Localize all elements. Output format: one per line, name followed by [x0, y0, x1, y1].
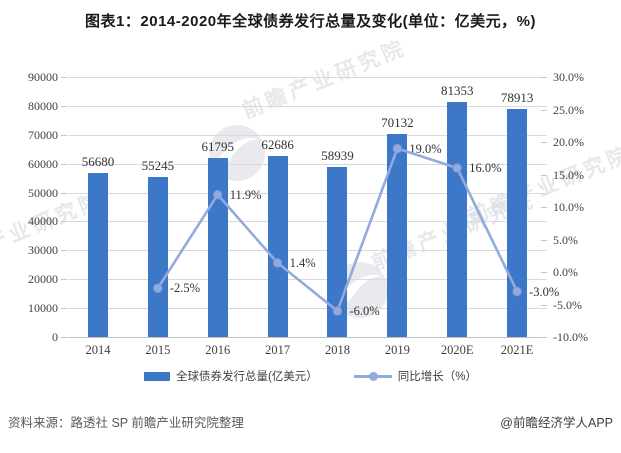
gridline — [68, 192, 547, 194]
x-axis-label: 2021E — [500, 343, 534, 357]
right-axis-tick-label: 10.0% — [553, 200, 584, 214]
x-axis-label: 2019 — [384, 343, 410, 357]
gridline — [68, 221, 547, 223]
right-axis-tick — [541, 142, 547, 143]
line-series-marker-icon — [353, 371, 392, 381]
bar-value-label: 81353 — [440, 82, 474, 98]
left-axis-tick — [61, 134, 67, 136]
line-point-label: 11.9% — [229, 187, 262, 202]
right-axis-tick-label: -5.0% — [553, 297, 582, 312]
bar-series-swatch-icon — [143, 371, 170, 381]
right-axis-tick — [541, 174, 547, 176]
bar-value-label: 55245 — [141, 158, 175, 174]
left-axis-tick — [61, 221, 67, 223]
right-axis-tick — [541, 304, 547, 306]
bar-2019 — [387, 134, 408, 337]
gridline — [68, 279, 547, 281]
left-axis-tick-label: 20000 — [28, 272, 58, 287]
x-axis-label: 2018 — [324, 343, 350, 357]
x-axis-label: 2017 — [265, 343, 291, 357]
right-axis-tick — [541, 77, 547, 78]
right-axis-tick — [541, 239, 547, 241]
bar-value-label: 78913 — [500, 90, 534, 106]
left-axis-tick — [61, 250, 67, 252]
left-axis-tick-label: 90000 — [28, 70, 58, 84]
left-axis-tick — [61, 163, 67, 165]
bar-2021E — [507, 109, 528, 337]
bar-2015 — [147, 177, 168, 337]
left-axis-tick-label: 40000 — [28, 214, 58, 229]
left-axis-tick-label: 70000 — [28, 127, 58, 142]
left-axis-tick — [61, 105, 67, 107]
bar-value-label: 58939 — [321, 147, 354, 163]
line-point-label: -6.0% — [349, 304, 380, 318]
left-axis-tick — [61, 337, 67, 338]
left-axis-tick — [61, 308, 67, 310]
x-axis-label: 2020E — [440, 343, 474, 357]
left-axis-tick-label: 80000 — [28, 98, 58, 113]
line-point-label: 16.0% — [469, 161, 502, 175]
right-axis-tick-label: 0.0% — [553, 265, 578, 279]
chart-title: 图表1：2014-2020年全球债券发行总量及变化(单位：亿美元，%) — [85, 13, 536, 30]
gridline — [68, 250, 547, 252]
legend-bar-label: 全球债券发行总量(亿美元） — [175, 371, 318, 383]
bar-value-label: 70132 — [381, 115, 414, 131]
source-note: 资料来源：路透社 SP 前瞻产业研究院整理 — [8, 416, 244, 430]
right-axis-tick-label: 30.0% — [553, 70, 584, 84]
gridline — [68, 77, 547, 78]
bar-2016 — [207, 158, 228, 337]
watermark-text: 前瞻产业研究院 — [464, 142, 621, 230]
credit-note: @前瞻经济学人APP — [500, 416, 613, 430]
bar-2018 — [327, 166, 348, 337]
bar-2017 — [267, 155, 288, 337]
gridline — [68, 134, 547, 136]
gridline — [68, 105, 547, 107]
legend-line-label: 同比增长（%） — [397, 371, 478, 383]
right-axis-tick — [541, 109, 547, 111]
left-axis-tick-label: 0 — [52, 330, 58, 344]
right-axis-tick — [541, 207, 547, 208]
line-point-label: 19.0% — [409, 141, 442, 156]
left-axis-tick — [61, 279, 67, 281]
left-axis-tick-label: 10000 — [28, 301, 58, 316]
gridline — [68, 337, 547, 338]
left-axis-tick — [61, 77, 67, 78]
bar-2014 — [87, 173, 108, 337]
bar-2020E — [447, 101, 468, 337]
left-axis-tick-label: 30000 — [28, 243, 58, 258]
watermark-text: 前瞻产业研究院 — [239, 36, 411, 124]
left-axis-tick — [61, 192, 67, 194]
line-point-label: -2.5% — [169, 281, 201, 296]
right-axis-tick-label: 15.0% — [553, 167, 584, 182]
right-axis-tick-label: 20.0% — [553, 135, 584, 149]
gridline — [68, 308, 547, 310]
x-axis-label: 2016 — [205, 343, 231, 357]
x-axis-label: 2014 — [85, 343, 111, 357]
left-axis-tick-label: 50000 — [28, 185, 58, 200]
right-axis-tick — [541, 337, 547, 338]
right-axis-tick-label: -10.0% — [553, 330, 588, 344]
line-point-label: 1.4% — [289, 255, 316, 270]
left-axis-tick-label: 60000 — [28, 156, 58, 171]
right-axis-tick-label: 25.0% — [553, 102, 584, 117]
right-axis-tick-label: 5.0% — [553, 232, 578, 247]
right-axis-tick — [541, 272, 547, 273]
x-axis-label: 2015 — [145, 343, 171, 357]
bar-value-label: 56680 — [81, 154, 115, 170]
line-point-label: -3.0% — [529, 284, 560, 299]
legend: 全球债券发行总量(亿美元） 同比增长（%） — [0, 366, 621, 386]
